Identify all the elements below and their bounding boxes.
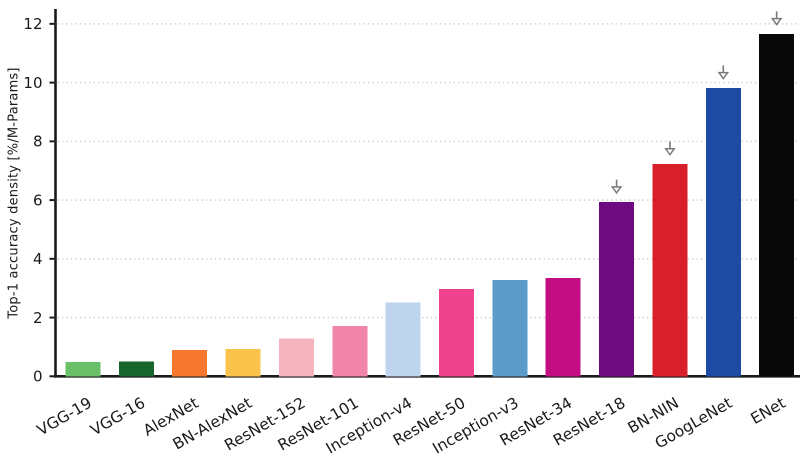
bar-inception-v3	[492, 279, 528, 377]
y-tick-label: 0	[33, 368, 43, 386]
bar-enet	[759, 33, 795, 377]
bar-resnet-101	[332, 326, 368, 377]
bar-vgg-19	[65, 361, 101, 377]
y-axis-title: Top-1 accuracy density [%/M-Params]	[6, 67, 22, 319]
bar-bn-nin	[652, 163, 688, 377]
x-tick-label-vgg-19: VGG-19	[34, 394, 95, 440]
bar-resnet-152	[278, 338, 314, 377]
bar-resnet-50	[439, 289, 474, 377]
bar-resnet-18	[599, 202, 635, 377]
bar-alexnet	[172, 350, 208, 377]
x-tick-label-enet: ENet	[748, 394, 789, 428]
bar-bn-alexnet	[225, 348, 261, 377]
y-tick-label: 2	[33, 309, 43, 327]
bar-googlenet	[705, 87, 741, 377]
down-arrow-icon	[610, 186, 623, 195]
y-tick-label: 10	[23, 74, 42, 92]
y-tick-label: 12	[23, 15, 42, 33]
down-arrow-icon	[770, 17, 783, 26]
down-arrow-icon	[717, 71, 730, 80]
y-tick-label: 8	[33, 133, 43, 151]
y-tick-label: 6	[33, 191, 43, 209]
bar-inception-v4	[385, 302, 421, 377]
bar-resnet-34	[545, 278, 581, 377]
y-tick-label: 4	[33, 250, 43, 268]
x-tick-label-vgg-16: VGG-16	[87, 394, 148, 440]
down-arrow-icon	[664, 148, 676, 156]
bar-vgg-16	[118, 361, 154, 377]
